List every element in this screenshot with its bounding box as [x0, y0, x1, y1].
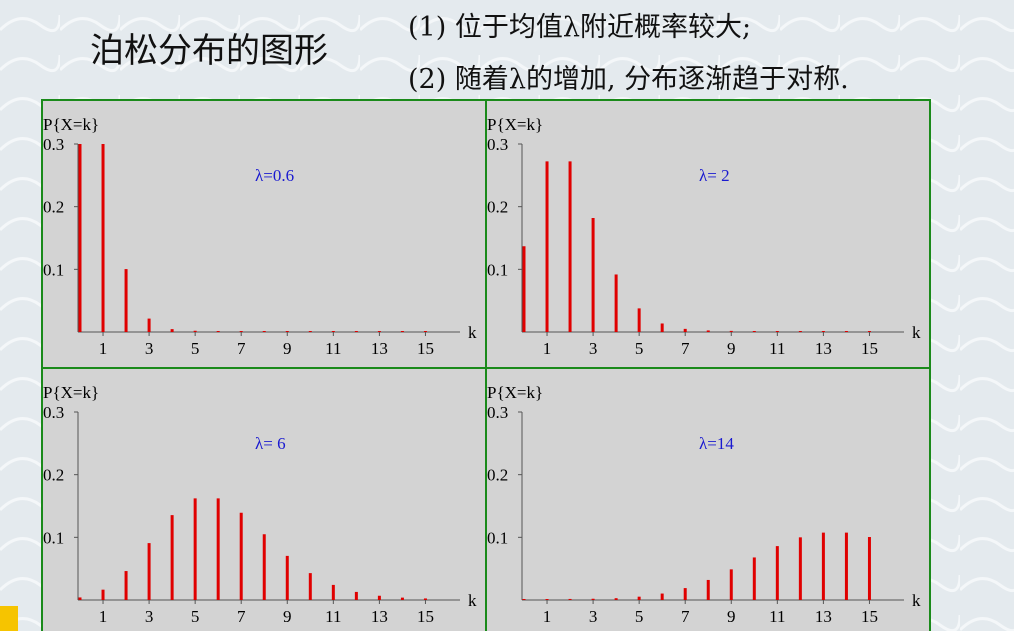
- panel: [41, 99, 487, 371]
- x-tick-label: 15: [861, 607, 878, 626]
- annotation: λ=14: [699, 434, 734, 453]
- x-axis-label: k: [912, 323, 921, 342]
- y-axis-label: P{X=k}: [487, 115, 543, 134]
- x-tick-label: 15: [861, 339, 878, 358]
- x-tick-label: 1: [543, 339, 552, 358]
- y-axis-label: P{X=k}: [487, 383, 543, 402]
- y-axis-label: P{X=k}: [43, 383, 99, 402]
- x-axis-label: k: [912, 591, 921, 610]
- x-tick-label: 11: [769, 339, 785, 358]
- x-tick-label: 9: [727, 339, 736, 358]
- y-tick-label: 0.3: [43, 403, 64, 422]
- x-tick-label: 13: [815, 339, 832, 358]
- y-tick-label: 0.2: [43, 466, 64, 485]
- x-tick-label: 7: [237, 339, 246, 358]
- y-tick-label: 0.1: [43, 260, 64, 279]
- x-tick-label: 13: [371, 339, 388, 358]
- y-tick-label: 0.2: [487, 466, 508, 485]
- chart: P{X=k}kλ= 20.10.20.31 3 5 7 9 11 13 15: [485, 99, 931, 371]
- note: (2) 随着λ的增加, 分布逐渐趋于对称.: [408, 64, 849, 95]
- y-tick-label: 0.1: [487, 528, 508, 547]
- decoration: [0, 606, 18, 631]
- chart: P{X=k}kλ= 60.10.20.31 3 5 7 9 11 13 15: [41, 367, 487, 631]
- y-tick-label: 0.3: [487, 135, 508, 154]
- x-tick-label: 11: [325, 607, 341, 626]
- x-tick-label: 5: [191, 339, 200, 358]
- y-tick-label: 0.3: [487, 403, 508, 422]
- y-tick-label: 0.2: [43, 198, 64, 217]
- x-tick-label: 7: [237, 607, 246, 626]
- x-tick-label: 9: [283, 607, 292, 626]
- x-axis-label: k: [468, 323, 477, 342]
- annotation: λ=0.6: [255, 166, 294, 185]
- y-tick-label: 0.1: [43, 528, 64, 547]
- y-tick-label: 0.1: [487, 260, 508, 279]
- panel: [41, 367, 487, 631]
- slide-title: 泊松分布的图形: [90, 31, 328, 71]
- x-tick-label: 5: [635, 339, 644, 358]
- x-tick-label: 7: [681, 339, 690, 358]
- x-tick-label: 3: [145, 607, 154, 626]
- x-tick-label: 3: [589, 339, 598, 358]
- x-tick-label: 11: [325, 339, 341, 358]
- x-tick-label: 1: [543, 607, 552, 626]
- x-tick-label: 11: [769, 607, 785, 626]
- note: (1) 位于均值λ附近概率较大;: [408, 12, 751, 43]
- x-tick-label: 1: [99, 339, 108, 358]
- y-axis-label: P{X=k}: [43, 115, 99, 134]
- x-tick-label: 13: [371, 607, 388, 626]
- chart: P{X=k}kλ=0.60.10.20.31 3 5 7 9 11 13 15: [41, 99, 487, 371]
- x-tick-label: 5: [191, 607, 200, 626]
- panel: [485, 99, 931, 371]
- x-axis-label: k: [468, 591, 477, 610]
- x-tick-label: 15: [417, 607, 434, 626]
- y-tick-label: 0.3: [43, 135, 64, 154]
- x-tick-label: 13: [815, 607, 832, 626]
- panels: P{X=k}kλ=0.60.10.20.31 3 5 7 9 11 13 15P{X=k}kλ…: [41, 99, 931, 631]
- x-tick-label: 15: [417, 339, 434, 358]
- x-tick-label: 3: [145, 339, 154, 358]
- x-tick-label: 9: [727, 607, 736, 626]
- chart: P{X=k}kλ=140.10.20.31 3 5 7 9 11 13 15: [485, 367, 931, 631]
- x-tick-label: 9: [283, 339, 292, 358]
- annotation: λ= 2: [699, 166, 730, 185]
- annotation: λ= 6: [255, 434, 286, 453]
- x-tick-label: 5: [635, 607, 644, 626]
- x-tick-label: 1: [99, 607, 108, 626]
- x-tick-label: 3: [589, 607, 598, 626]
- x-tick-label: 7: [681, 607, 690, 626]
- y-tick-label: 0.2: [487, 198, 508, 217]
